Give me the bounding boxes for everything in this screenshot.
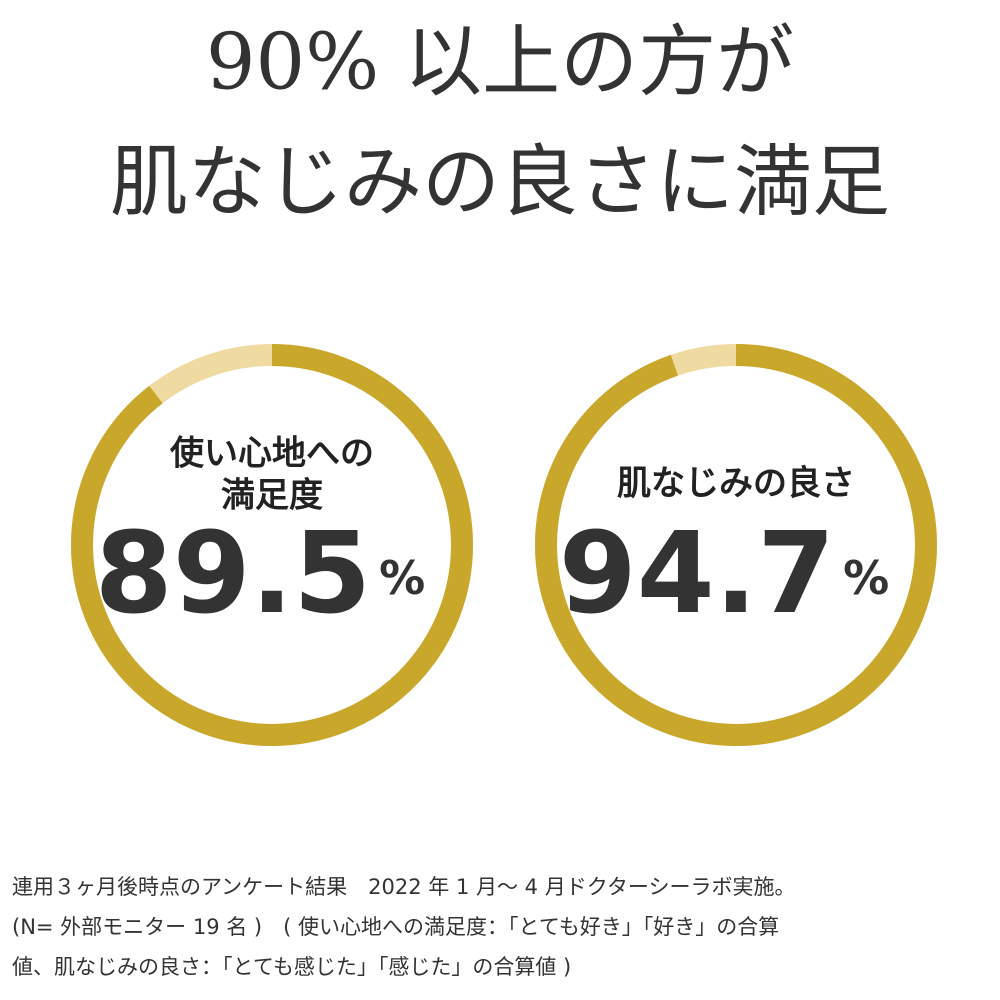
footnote-line: 値、肌なじみの良さ：「とても感じた」「感じた」の合算値 ) [12, 955, 571, 979]
gauge-value: 89.5% [95, 509, 425, 639]
gauge-label: 肌なじみの良さ [617, 464, 855, 504]
footnote-line: 連用３ヶ月後時点のアンケート結果 2022 年 1 月～ 4 月ドクターシーラボ… [12, 875, 795, 899]
gauge-label: 満足度 [221, 476, 323, 516]
gauge-number: 94.7 [559, 509, 835, 639]
gauge-number: 89.5 [95, 509, 371, 639]
title-line: 肌なじみの良さに満足 [110, 138, 890, 228]
title-line: 90% 以上の方が [206, 18, 794, 108]
gauge-unit: % [843, 551, 889, 605]
footnote-line: (N= 外部モニター 19 名 ) ( 使い心地への満足度：「とても好き」「好き… [12, 915, 779, 939]
gauge-value: 94.7% [559, 509, 889, 639]
gauge-unit: % [379, 551, 425, 605]
gauge-arc [535, 344, 937, 746]
gauge-label: 使い心地への [169, 434, 374, 474]
gauge-arc [71, 344, 473, 746]
